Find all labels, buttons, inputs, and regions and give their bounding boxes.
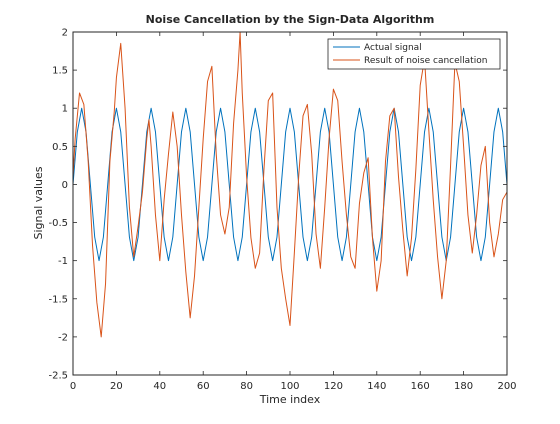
x-tick-label: 80 [240, 381, 253, 392]
x-tick-label: 20 [110, 381, 123, 392]
series-layer [72, 31, 508, 338]
x-tick-label: 140 [367, 381, 386, 392]
x-tick-label: 180 [454, 381, 473, 392]
y-tick-label: 0.5 [52, 142, 68, 153]
x-tick-label: 120 [324, 381, 343, 392]
y-tick-label: 2 [62, 28, 68, 39]
x-tick-label: 100 [280, 381, 299, 392]
x-tick-label: 200 [497, 381, 516, 392]
y-tick-label: 1 [62, 104, 68, 115]
y-tick-label: -2.5 [48, 371, 68, 382]
y-tick-label: 0 [62, 180, 68, 191]
x-axis-label: Time index [259, 393, 321, 406]
y-axis-label: Signal values [32, 166, 45, 239]
y-tick-label: -0.5 [48, 218, 68, 229]
series-line-actual-signal [72, 107, 508, 262]
legend-label-noise-cancellation: Result of noise cancellation [364, 56, 487, 66]
legend-label-actual-signal: Actual signal [364, 43, 422, 53]
legend-box [327, 38, 501, 70]
y-axis: -2.5 -2 -1.5 -1 -0.5 0 0.5 1 1.5 2 [48, 28, 507, 382]
x-tick-label: 40 [153, 381, 166, 392]
x-axis: 0 20 40 60 80 100 120 140 160 180 200 [70, 32, 517, 392]
legend: Actual signal Result of noise cancellati… [327, 38, 501, 70]
y-tick-label: -1 [58, 256, 68, 267]
x-tick-label: 160 [411, 381, 430, 392]
chart-title: Noise Cancellation by the Sign-Data Algo… [146, 13, 435, 26]
y-tick-label: -1.5 [48, 294, 68, 305]
x-tick-label: 60 [197, 381, 210, 392]
y-tick-label: -2 [58, 332, 68, 343]
series-line-noise-cancellation [72, 31, 508, 338]
x-tick-label: 0 [70, 381, 76, 392]
y-tick-label: 1.5 [52, 66, 68, 77]
